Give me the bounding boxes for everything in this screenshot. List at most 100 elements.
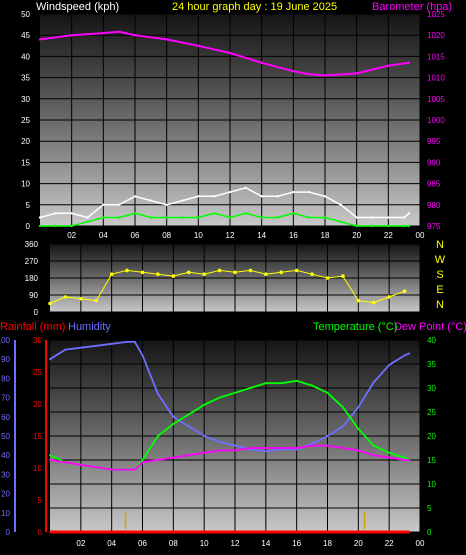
rainfall-tick: 25 (33, 368, 42, 377)
temp-humidity-x-ticks: 02 04 06 08 10 12 14 16 18 20 22 00 (76, 539, 425, 548)
data-point-humidity (133, 340, 136, 343)
rainfall-tick: 15 (33, 432, 42, 441)
data-point-temperature (203, 403, 206, 406)
temperature-tick: 5 (427, 504, 432, 513)
windspeed-tick: 10 (21, 180, 30, 189)
data-point-gust (244, 186, 248, 190)
data-point-humidity (141, 354, 144, 357)
data-point-dew-point (280, 447, 283, 449)
windspeed-axis-label: Windspeed (kph) (36, 1, 119, 13)
data-point-barometer (102, 31, 105, 35)
direction-tick: 180 (25, 274, 39, 283)
humidity-tick: 90 (1, 355, 10, 364)
data-point-gust (355, 216, 358, 219)
data-point-barometer (133, 34, 137, 37)
windspeed-tick: 50 (21, 10, 30, 19)
data-point-barometer (70, 34, 73, 37)
humidity-tick: 20 (1, 490, 10, 499)
x-tick-label: 08 (162, 231, 171, 240)
data-point-humidity (218, 440, 221, 443)
data-point-humidity (126, 340, 129, 343)
x-tick-label: 22 (385, 539, 394, 548)
windspeed-tick: 40 (21, 52, 30, 61)
x-tick-label: 12 (231, 539, 240, 548)
data-point-barometer (197, 44, 200, 47)
data-point-dew-point (172, 456, 175, 459)
data-point-gust (70, 212, 73, 215)
data-point-dew-point (95, 466, 98, 469)
data-point-dew-point (218, 449, 221, 452)
x-tick-label: 06 (131, 231, 140, 240)
data-point-temperature (403, 456, 406, 459)
data-point-wind-speed (165, 216, 168, 219)
data-point-gust (402, 216, 406, 219)
data-point-humidity (388, 363, 391, 366)
temperature-tick: 25 (427, 408, 436, 417)
data-point-humidity (408, 352, 411, 355)
windspeed-tick: 25 (21, 116, 30, 125)
rainfall-tick: 30 (33, 336, 42, 345)
data-point-dew-point (326, 444, 329, 447)
rainfall-ticks: 0 5 10 15 20 25 30 (33, 336, 42, 537)
windspeed-tick: 15 (21, 158, 30, 167)
data-point-wind-speed (407, 224, 411, 228)
temperature-tick: 30 (427, 384, 436, 393)
humidity-tick: 40 (1, 451, 10, 460)
data-point-gust (307, 190, 311, 194)
data-point-wind-speed (197, 216, 200, 219)
compass-label: W (435, 254, 446, 266)
data-point-dew-point (141, 461, 144, 464)
humidity-tick: 80 (1, 374, 10, 383)
dewpoint-legend: Dew Point (°C) (394, 321, 466, 333)
direction-tick: 360 (25, 240, 39, 249)
data-point-barometer (38, 38, 42, 41)
data-point-gust (292, 190, 295, 194)
data-point-temperature (172, 423, 175, 425)
wind-direction-series (48, 268, 407, 306)
rainfall-legend: Rainfall (mm) (0, 321, 65, 333)
series-line-humidity (49, 340, 410, 453)
data-point-wind-speed (402, 224, 406, 228)
data-point-gust (102, 203, 105, 206)
data-point-wind-speed (323, 216, 327, 219)
windspeed-tick: 0 (26, 222, 31, 231)
wind-baro-gridlines (40, 13, 421, 227)
data-point-humidity (203, 435, 206, 437)
data-point-wind-speed (371, 224, 374, 228)
data-point-wind-speed (292, 212, 295, 215)
data-point-wind-speed (70, 224, 73, 228)
data-point-wind-speed (102, 216, 105, 219)
data-point-gust (212, 195, 216, 198)
data-point-barometer (117, 30, 121, 34)
wind-direction-gridlines (50, 243, 421, 313)
barometer-tick: 995 (427, 137, 441, 146)
temperature-ticks: 0 5 10 15 20 25 30 35 40 (427, 336, 436, 537)
humidity-tick: 50 (1, 432, 10, 441)
barometer-tick: 1020 (427, 31, 445, 40)
data-point-wind-speed (38, 224, 42, 228)
compass-label: N (436, 239, 444, 251)
barometer-tick: 985 (427, 180, 441, 189)
data-point-dew-point (249, 447, 252, 449)
temperature-tick: 40 (427, 336, 436, 345)
data-point-dew-point (264, 447, 267, 449)
x-tick-label: 18 (323, 539, 332, 548)
barometer-tick: 1005 (427, 95, 445, 104)
data-point-wind-speed (244, 212, 248, 215)
humidity-tick: 30 (1, 470, 10, 479)
x-tick-label: 16 (292, 539, 301, 548)
temperature-tick: 35 (427, 360, 436, 369)
temperature-tick: 0 (427, 528, 432, 537)
direction-tick: 270 (25, 257, 39, 266)
data-point-gust (260, 195, 263, 198)
x-tick-label: 20 (352, 231, 361, 240)
barometer-tick: 1015 (427, 52, 445, 61)
x-tick-label: 20 (354, 539, 363, 548)
x-tick-label: 04 (107, 539, 116, 548)
data-point-wind-speed (54, 224, 58, 228)
windspeed-tick: 45 (21, 31, 30, 40)
data-point-barometer (307, 73, 311, 76)
data-point-temperature (49, 454, 51, 457)
data-point-wind-speed (133, 212, 137, 215)
